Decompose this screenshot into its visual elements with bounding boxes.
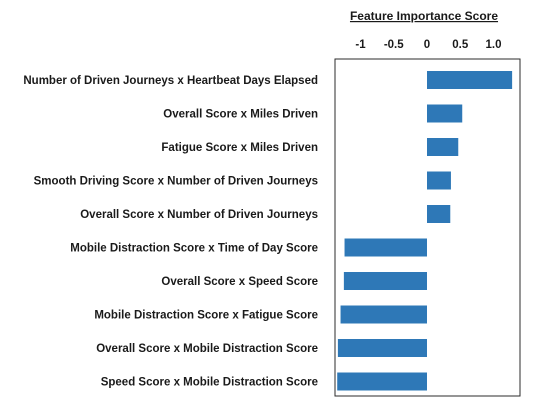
bar bbox=[427, 205, 451, 223]
plot-frame bbox=[334, 58, 521, 397]
bar bbox=[427, 138, 459, 156]
category-label: Smooth Driving Score x Number of Driven … bbox=[34, 176, 318, 188]
x-tick-label: -1 bbox=[355, 39, 366, 51]
x-tick-label: 0 bbox=[424, 39, 430, 51]
x-tick-label: -0.5 bbox=[384, 39, 404, 51]
category-label: Overall Score x Mobile Distraction Score bbox=[96, 343, 318, 355]
bar bbox=[343, 272, 427, 290]
bar bbox=[337, 372, 427, 391]
bar bbox=[340, 305, 427, 324]
x-tick-label: 1.0 bbox=[486, 39, 502, 51]
category-label: Mobile Distraction Score x Fatigue Score bbox=[94, 310, 318, 322]
category-label: Overall Score x Speed Score bbox=[161, 276, 318, 288]
bar bbox=[427, 171, 451, 190]
x-axis-ticks: -1 -0.5 0 0.5 1.0 bbox=[355, 39, 501, 51]
x-axis-title: Feature Importance Score bbox=[350, 9, 498, 23]
bar bbox=[427, 71, 513, 89]
category-label: Overall Score x Number of Driven Journey… bbox=[80, 209, 318, 221]
x-tick-label: 0.5 bbox=[452, 39, 469, 51]
bars bbox=[337, 71, 513, 391]
category-label: Speed Score x Mobile Distraction Score bbox=[101, 377, 318, 389]
category-label: Overall Score x Miles Driven bbox=[163, 109, 318, 121]
category-label: Fatigue Score x Miles Driven bbox=[161, 142, 318, 154]
category-labels: Number of Driven Journeys x Heartbeat Da… bbox=[23, 75, 318, 389]
bar bbox=[337, 339, 427, 357]
category-label: Mobile Distraction Score x Time of Day S… bbox=[70, 243, 318, 255]
category-label: Number of Driven Journeys x Heartbeat Da… bbox=[23, 75, 318, 87]
bar bbox=[427, 104, 463, 123]
bar bbox=[344, 238, 427, 257]
